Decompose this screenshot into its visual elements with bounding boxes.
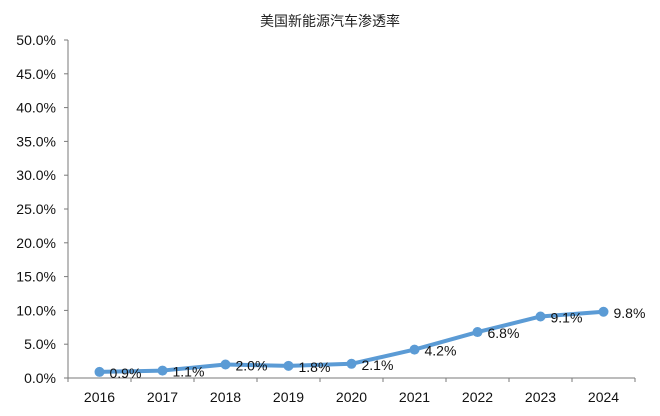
- data-point: [94, 366, 105, 377]
- y-tick-label: 50.0%: [16, 32, 56, 48]
- y-tick-label: 35.0%: [16, 133, 56, 149]
- y-tick-label: 0.0%: [24, 370, 56, 386]
- x-axis: 2016 2017 2018 2019 2020 2021 2022 2023 2024: [67, 377, 636, 405]
- x-tick-label: 2022: [462, 389, 493, 405]
- data-label: 9.8%: [614, 305, 646, 321]
- x-tick-label: 2020: [336, 389, 367, 405]
- data-label: 1.1%: [173, 364, 205, 380]
- y-tick-label: 45.0%: [16, 66, 56, 82]
- data-label: 2.1%: [362, 357, 394, 373]
- x-tick-label: 2019: [273, 389, 304, 405]
- y-tick-label: 20.0%: [16, 235, 56, 251]
- data-label: 6.8%: [488, 325, 520, 341]
- y-tick-label: 40.0%: [16, 100, 56, 116]
- data-point: [220, 359, 231, 370]
- x-tick-label: 2024: [588, 389, 619, 405]
- x-tick-label: 2021: [399, 389, 430, 405]
- data-label: 9.1%: [551, 309, 583, 325]
- data-point: [409, 344, 420, 355]
- data-label: 1.8%: [299, 359, 331, 375]
- y-tick-label: 5.0%: [24, 336, 56, 352]
- data-point: [346, 358, 357, 369]
- data-label: 2.0%: [236, 357, 268, 373]
- data-point: [472, 327, 483, 338]
- data-point: [157, 365, 168, 376]
- x-tick-label: 2017: [147, 389, 178, 405]
- x-tick-label: 2018: [210, 389, 241, 405]
- y-tick-label: 25.0%: [16, 201, 56, 217]
- y-tick-label: 30.0%: [16, 167, 56, 183]
- x-tick-label: 2016: [84, 389, 115, 405]
- data-label: 4.2%: [425, 343, 457, 359]
- y-axis: 0.0% 5.0% 10.0% 15.0% 20.0% 25.0% 30.0% 35.0% 40…: [16, 32, 69, 386]
- data-label: 0.9%: [110, 365, 142, 381]
- data-point: [283, 360, 294, 371]
- data-point: [598, 306, 609, 317]
- data-point: [535, 311, 546, 322]
- y-tick-label: 10.0%: [16, 302, 56, 318]
- x-tick-label: 2023: [525, 389, 556, 405]
- y-tick-label: 15.0%: [16, 269, 56, 285]
- plot-series: 0.9% 1.1% 2.0% 1.8% 2.1% 4.2% 6.8% 9.1% 9.8%: [94, 305, 646, 381]
- chart-title: 美国新能源汽车渗透率: [260, 13, 400, 30]
